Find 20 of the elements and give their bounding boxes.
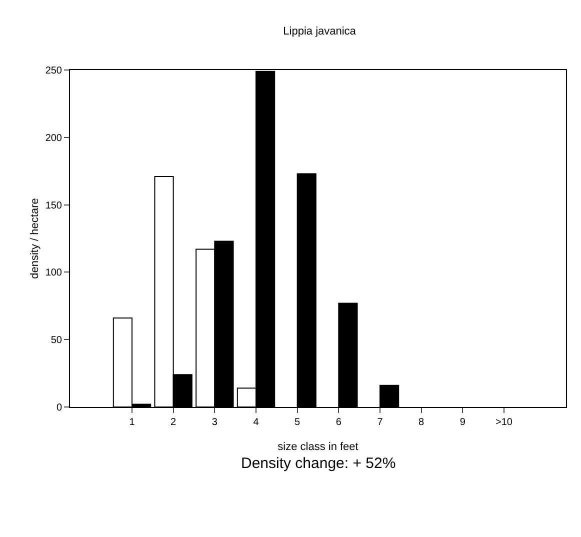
x-tick-label: 6 [336,417,342,428]
x-tick-label: 1 [129,417,136,428]
x-tick-label: 9 [460,417,466,428]
y-tick-label: 100 [45,268,62,279]
x-tick-label: 3 [212,417,218,428]
y-axis-title: density / hectare [29,198,41,279]
x-tick-label: 7 [377,417,384,428]
y-tick-label: 0 [56,402,62,414]
y-tick-label: 50 [50,335,62,346]
x-tick-label: 2 [170,417,177,428]
y-tick-label: 200 [45,132,62,144]
x-tick-label: 5 [294,417,301,428]
y-tick-label: 250 [45,66,62,76]
text: Density change: + 52% [241,455,396,472]
x-tick-label: 4 [253,417,260,428]
x-tick-label: >10 [496,417,513,428]
x-tick-label: 8 [418,417,425,428]
chart-title: Lippia javanica [283,26,357,38]
x-axis-title: size class in feet [278,441,358,453]
y-tick-label: 150 [45,200,62,212]
